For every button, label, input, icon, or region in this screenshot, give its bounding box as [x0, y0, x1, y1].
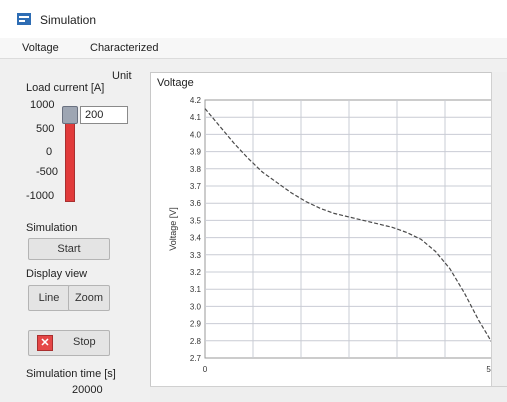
simulation-label: Simulation — [26, 222, 78, 234]
y-tick-label: 3.9 — [190, 148, 202, 157]
stop-button-label: Stop — [73, 336, 96, 348]
y-tick-label: 3.8 — [190, 165, 202, 174]
y-tick-label: 2.7 — [190, 354, 202, 363]
display-view-label: Display view — [26, 268, 88, 280]
plot-title: Voltage — [157, 77, 194, 89]
voltage-chart: 4.2 4.1 4.0 3.9 3.8 3.7 3.6 3.5 3.4 3.3 3.2 3.1 3.0 2… — [168, 96, 500, 374]
stop-icon: ✕ — [37, 335, 53, 351]
window-title: Simulation — [40, 13, 97, 27]
scale-label-neg1000: -1000 — [26, 190, 55, 202]
scale-label-neg500: -500 — [36, 166, 59, 178]
y-tick-label: 2.9 — [190, 320, 202, 329]
menu-item-characterized[interactable]: Characterized — [90, 42, 159, 54]
load-current-slider-thumb[interactable] — [62, 106, 78, 124]
x-tick-label: 0 — [203, 365, 208, 374]
simulation-time-label: Simulation time [s] — [26, 368, 116, 380]
y-tick-label: 3.7 — [190, 182, 202, 191]
vertical-scrollbar[interactable] — [491, 72, 507, 386]
load-current-input[interactable]: 200 — [80, 106, 128, 124]
scale-label-500: 500 — [36, 123, 55, 135]
units-label: Unit — [112, 70, 132, 82]
y-tick-label: 3.5 — [190, 216, 202, 225]
y-tick-label: 4.0 — [190, 130, 202, 139]
y-tick-label: 3.1 — [190, 285, 202, 294]
y-tick-label: 3.2 — [190, 268, 202, 277]
app-icon — [17, 13, 31, 25]
scale-label-1000: 1000 — [30, 99, 55, 111]
y-tick-label: 3.6 — [190, 199, 202, 208]
load-current-label: Load current [A] — [26, 82, 105, 94]
display-line-button[interactable]: Line — [28, 285, 70, 311]
y-axis-label: Voltage [V] — [168, 207, 178, 251]
display-zoom-button[interactable]: Zoom — [68, 285, 110, 311]
y-tick-label: 4.1 — [190, 113, 202, 122]
scale-label-0: 0 — [46, 146, 53, 158]
stop-button[interactable]: ✕ Stop — [28, 330, 110, 356]
menu-item-voltage[interactable]: Voltage — [22, 42, 59, 54]
y-tick-label: 3.4 — [190, 234, 202, 243]
start-button[interactable]: Start — [28, 238, 110, 260]
voltage-series-line — [204, 108, 494, 345]
y-tick-label: 4.2 — [190, 96, 202, 105]
y-tick-label: 3.0 — [190, 302, 202, 311]
y-tick-label: 3.3 — [190, 251, 202, 260]
menu-bar: Voltage Characterized — [0, 38, 507, 59]
simulation-time-value: 20000 — [72, 384, 103, 396]
y-tick-label: 2.8 — [190, 337, 202, 346]
horizontal-scrollbar[interactable] — [150, 386, 507, 402]
title-bar: Simulation — [0, 0, 507, 39]
